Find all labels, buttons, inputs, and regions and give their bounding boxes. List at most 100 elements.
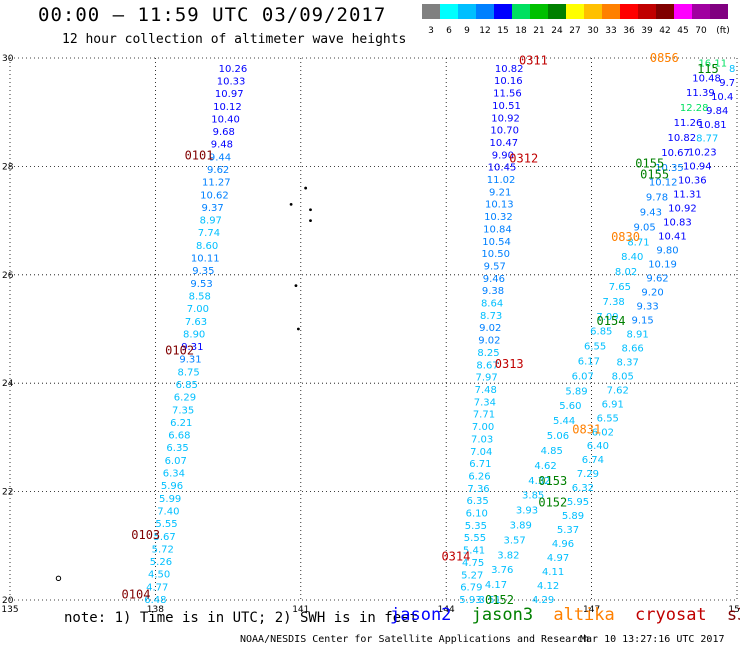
wave-height-value: 8.60 [196,241,218,252]
wave-height-value: 9.53 [190,279,212,290]
wave-height-value: 10.32 [484,212,513,223]
colorbar-label: 42 [659,26,670,36]
wave-height-value: 8.25 [477,348,499,359]
x-tick-label: 138 [147,605,164,615]
x-tick-label: 141 [292,605,309,615]
wave-height-value: 12.28 [680,103,709,114]
wave-height-value: 5.55 [155,519,177,530]
wave-height-value: 4.29 [532,595,554,606]
island-marker [296,327,300,331]
wave-height-value: 3.82 [497,550,519,561]
wave-height-value: 4.62 [534,461,556,472]
colorbar-swatch [620,4,638,19]
colorbar-label: 21 [533,26,544,36]
wave-height-value: 6.35 [166,443,188,454]
wave-height-value: 7.97 [476,373,498,384]
wave-height-value: 10.12 [213,102,242,113]
wave-height-value: 6.40 [587,441,609,452]
wave-height-value: 8.90 [183,329,205,340]
y-tick-label: 22 [2,488,13,498]
wave-height-value: 9.90 [492,150,514,161]
wave-height-value: 5.35 [465,521,487,532]
wave-height-value: 6.85 [590,327,612,338]
colorbar-label: 3 [428,26,434,36]
wave-height-value: 6.07 [572,371,594,382]
wave-height-value: 9.33 [636,301,658,312]
wave-height-value: 8.67 [476,360,498,371]
colorbar-swatch [710,4,728,19]
wave-height-value: 9.20 [641,287,663,298]
wave-height-value: 11.02 [487,175,516,186]
wave-height-value: 11.56 [493,89,522,100]
wave-height-value: 10.23 [688,148,717,159]
colorbar-label: 15 [497,26,508,36]
wave-height-value: 9.31 [181,342,203,353]
wave-height-value: 5.95 [567,497,589,508]
pass-time-label: 0152 [538,495,567,509]
wave-height-value: 9.35 [192,266,214,277]
pass-time-label: 0153 [538,474,567,488]
pass-time-label: 0103 [131,528,160,542]
colorbar-label: 30 [587,26,599,36]
wave-height-value: 9.84 [706,106,728,117]
pass-time-label: 0154 [597,314,626,328]
wave-height-value: 6.32 [572,483,594,494]
island-marker [309,219,312,223]
island-marker [294,284,298,288]
wave-height-value: 4.75 [462,558,484,569]
y-tick-label: 24 [2,379,14,389]
colorbar-label: (ft) [716,26,730,36]
wave-height-value: 4.96 [552,539,574,550]
wave-height-value: 8.05 [612,371,634,382]
wave-height-value: 7.00 [472,422,494,433]
ring-marker [55,575,62,582]
wave-height-value: 3.85 [522,491,544,502]
colorbar-swatch [674,4,692,19]
wave-height-value: 7.71 [473,410,495,421]
colorbar-swatch [458,4,476,19]
footer-credit: NOAA/NESDIS Center for Satellite Applica… [240,634,590,645]
wave-height-value: 7.00 [187,304,209,315]
wave-height-value: 9.57 [484,261,506,272]
wave-height-value: 9.7 [719,78,735,89]
wave-height-value: 7.03 [471,434,493,445]
x-tick-label: 150 [728,605,740,615]
pass-time-label: 0313 [495,357,524,371]
wave-height-value: 9.37 [202,203,224,214]
wave-height-value: 7.09 [596,312,618,323]
wave-height-value: 5.96 [161,481,183,492]
wave-height-value: 10.81 [698,120,727,131]
wave-height-value: 5.26 [150,557,172,568]
wave-height-value: 10.92 [491,113,520,124]
wave-height-value: 8.75 [178,367,200,378]
legend-cryosat: cryosat [635,605,707,625]
wave-height-value: 6.26 [468,471,490,482]
colorbar-label: 70 [695,26,707,36]
wave-height-value: 6.71 [469,459,491,470]
wave-height-value: 7.65 [609,282,631,293]
wave-height-value: 7.36 [467,484,489,495]
legend-s3a: s3a [726,605,740,625]
wave-height-value: 7.29 [577,469,599,480]
wave-height-value: 6.35 [467,496,489,507]
wave-height-value: 9.44 [209,152,231,163]
wave-height-value: 8.97 [200,216,222,227]
wave-height-value: 8.71 [627,237,649,248]
wave-height-value: 9.43 [640,207,662,218]
wave-height-value: 9.31 [179,355,201,366]
wave-height-value: 9.38 [482,286,504,297]
wave-height-value: 10.48 [692,73,721,84]
wave-height-value: 5.89 [562,511,584,522]
colorbar-swatch [692,4,710,19]
wave-height-value: 9.62 [207,165,229,176]
wave-height-value: 10.94 [683,162,712,173]
wave-height-value: 10.51 [492,101,521,112]
x-tick-label: 147 [583,605,600,615]
pass-time-label: 0830 [611,230,640,244]
wave-height-value: 10.4 [711,92,733,103]
pass-time-label: 0104 [122,588,151,602]
wave-height-value: 5.27 [461,570,483,581]
wave-height-value: 6.55 [584,342,606,353]
wave-height-value: 7.35 [172,405,194,416]
pass-time-label: 0155 [635,157,664,171]
